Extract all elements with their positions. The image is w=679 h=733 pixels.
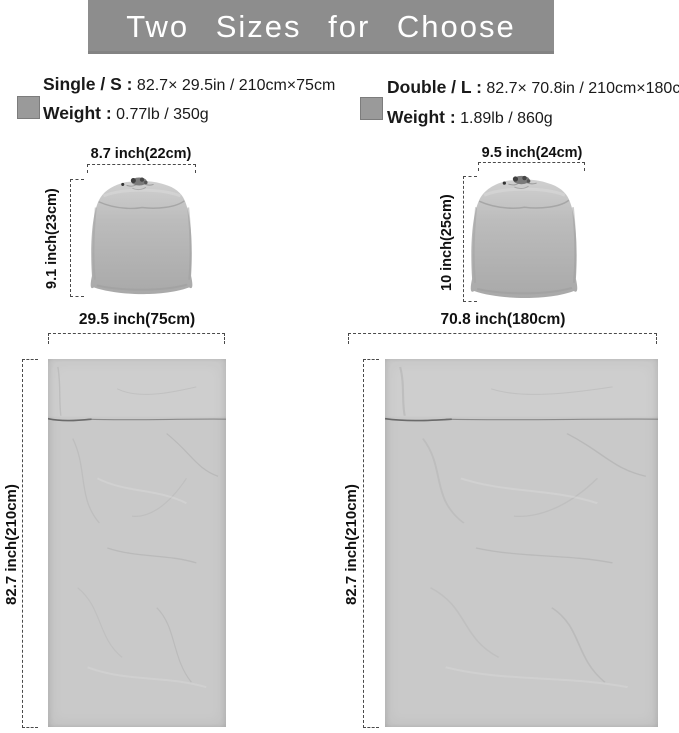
single-weight-label: Weight : — [43, 103, 112, 123]
double-size-value: 82.7× 70.8in / 210cm×180cm — [486, 80, 679, 97]
double-size-label: Double / L : — [387, 77, 482, 97]
double-bag-height-label: 10 inch(25cm) — [439, 194, 455, 292]
single-bag-width-label: 8.7 inch(22cm) — [90, 146, 192, 162]
double-weight-value: 1.89lb / 860g — [460, 110, 553, 127]
double-sheet-width-dimension-line — [348, 333, 657, 344]
single-size-line: Single / S : 82.7× 29.5in / 210cm×75cm — [43, 74, 335, 95]
double-sheet-width-label: 70.8 inch(180cm) — [440, 311, 566, 328]
single-size-value: 82.7× 29.5in / 210cm×75cm — [136, 77, 336, 94]
single-sheet-width-label: 29.5 inch(75cm) — [78, 311, 196, 328]
double-bag-width-dimension-line — [478, 162, 585, 171]
banner-title: Two Sizes for Choose — [126, 9, 516, 44]
single-sheet-height-label: 82.7 inch(210cm) — [3, 484, 20, 606]
banner: Two Sizes for Choose — [88, 0, 554, 54]
single-bag-height-label: 9.1 inch(23cm) — [44, 188, 60, 290]
double-bag-width-label: 9.5 inch(24cm) — [481, 145, 583, 161]
single-sheet-height-dimension-line — [22, 359, 38, 728]
single-size-label: Single / S : — [43, 74, 133, 94]
bullet-square-icon — [17, 96, 40, 119]
single-weight-line: Weight : 0.77lb / 350g — [43, 103, 209, 124]
single-bag-height-dimension-line — [70, 179, 84, 297]
bullet-square-icon — [360, 97, 383, 120]
single-stuff-sack-image — [84, 169, 200, 298]
double-sheet-height-label: 82.7 inch(210cm) — [343, 484, 360, 606]
double-size-line: Double / L : 82.7× 70.8in / 210cm×180cm — [387, 77, 679, 98]
double-stuff-sack-image — [464, 166, 585, 303]
double-weight-line: Weight : 1.89lb / 860g — [387, 107, 553, 128]
single-bag-width-dimension-line — [87, 164, 196, 173]
single-sheet-width-dimension-line — [48, 333, 225, 344]
single-sheet-image — [48, 359, 226, 727]
double-weight-label: Weight : — [387, 107, 456, 127]
double-bag-height-dimension-line — [463, 176, 477, 302]
double-sheet-image — [385, 359, 658, 727]
double-sheet-height-dimension-line — [363, 359, 379, 728]
single-weight-value: 0.77lb / 350g — [116, 106, 209, 123]
